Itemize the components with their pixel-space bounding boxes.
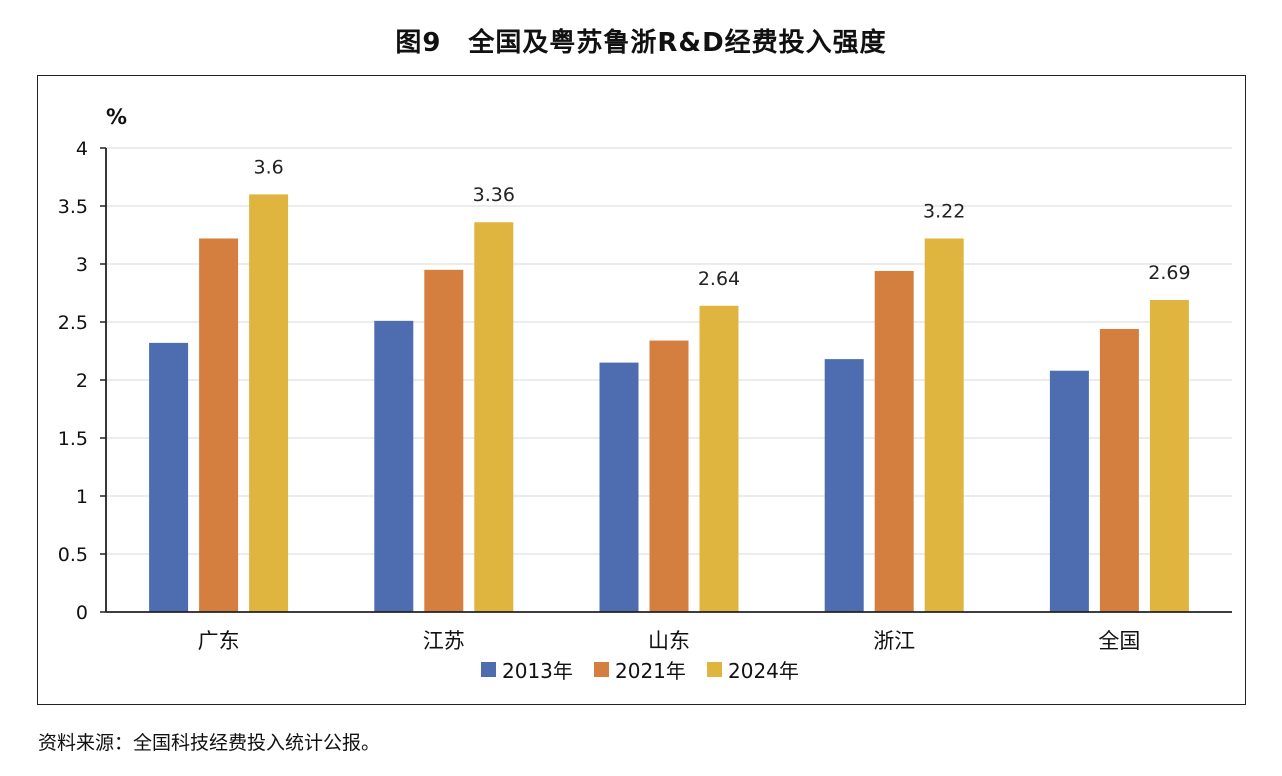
y-tick-label: 3.5 <box>58 196 88 218</box>
chart-title: 图9 全国及粤苏鲁浙R&D经费投入强度 <box>395 28 887 58</box>
legend: 2013年 2021年 2024年 <box>481 659 799 683</box>
data-label: 3.22 <box>923 200 965 222</box>
y-tick-label: 2 <box>76 370 88 392</box>
source-note: 资料来源：全国科技经费投入统计公报。 <box>38 732 381 754</box>
legend-label: 2021年 <box>615 659 686 683</box>
y-tick-label: 0 <box>76 602 88 624</box>
x-tick-label: 全国 <box>1098 629 1140 653</box>
legend-swatch <box>594 662 609 677</box>
bar <box>424 269 464 612</box>
bar <box>924 238 964 613</box>
bar <box>1049 370 1089 612</box>
bar <box>249 194 289 612</box>
legend-label: 2013年 <box>502 659 573 683</box>
bar <box>1149 299 1189 612</box>
legend-swatch <box>481 662 496 677</box>
y-tick-label: 1.5 <box>58 428 88 450</box>
x-tick-label: 浙江 <box>873 629 915 653</box>
y-tick-label: 4 <box>76 138 88 160</box>
bar <box>374 320 414 612</box>
data-label: 3.36 <box>473 184 515 206</box>
chart-frame <box>37 75 1246 705</box>
data-labels: 3.6 3.36 2.64 3.22 2.69 <box>253 156 1190 289</box>
data-label: 2.64 <box>698 268 740 290</box>
data-label: 2.69 <box>1148 262 1190 284</box>
y-tick-label: 3 <box>76 254 88 276</box>
x-tick-label: 山东 <box>648 629 690 653</box>
bar <box>599 362 639 612</box>
y-tick-label: 1 <box>76 486 88 508</box>
axes: 0 0.5 1 1.5 2 2.5 3 3.5 4% 广东 江苏 山东 浙江 全国 <box>58 105 1232 653</box>
bar <box>824 359 864 612</box>
bar <box>474 222 514 613</box>
y-tick-label: 2.5 <box>58 312 88 334</box>
legend-swatch <box>707 662 722 677</box>
legend-label: 2024年 <box>728 659 799 683</box>
bar <box>699 305 739 612</box>
bar <box>874 270 914 612</box>
gridlines <box>106 147 1232 555</box>
x-tick-label: 广东 <box>198 629 240 653</box>
x-tick-label: 江苏 <box>423 629 465 653</box>
y-tick-label: 0.5 <box>58 544 88 566</box>
y-axis-unit: % <box>106 105 127 129</box>
bar <box>149 342 189 612</box>
bar <box>649 340 689 612</box>
data-label: 3.6 <box>253 156 283 178</box>
bars <box>149 194 1189 613</box>
bar <box>199 238 239 613</box>
bar <box>1099 328 1139 612</box>
